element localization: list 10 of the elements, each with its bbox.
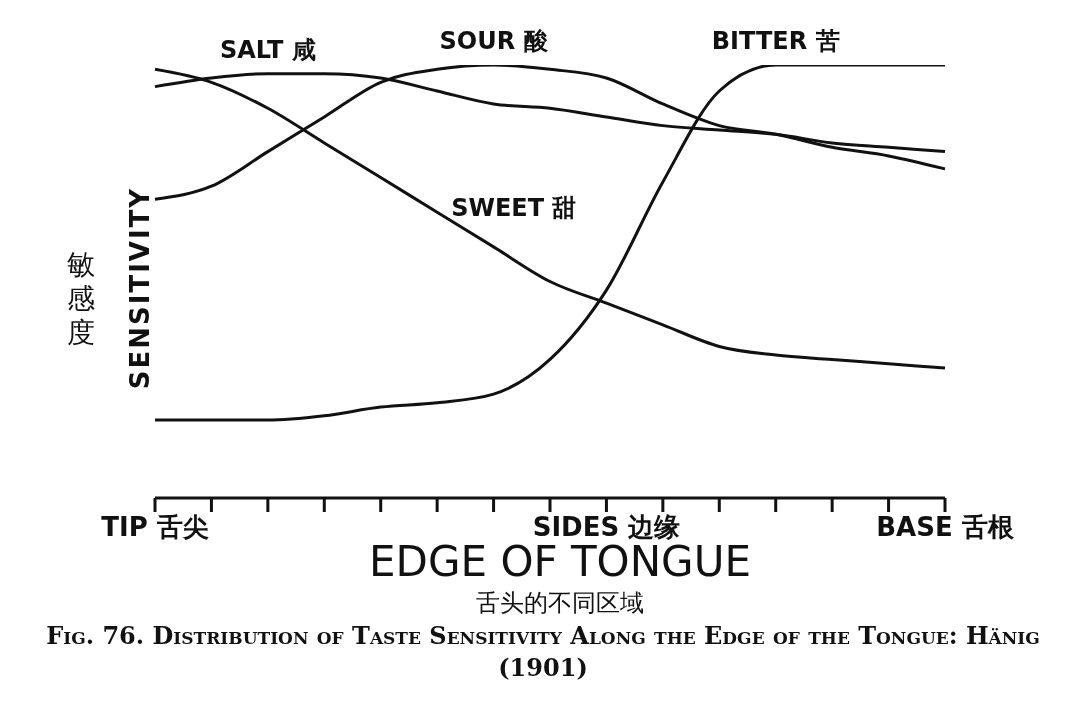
x-tick-label: BASE 舌根	[876, 512, 1015, 542]
series-label: SWEET 甜	[451, 194, 577, 223]
y-axis-title: SENSITIVITY	[124, 185, 156, 392]
text: Fig. 76. Distribution of Taste Sensitivity Along the Edge of the Tongue: Hänig (1901)	[45, 620, 1041, 684]
series-label: SALT 咸	[219, 35, 316, 64]
text: 舌头的不同区域	[475, 588, 645, 618]
series-label: BITTER 苦	[711, 27, 840, 55]
series-label: SOUR 酸	[439, 27, 549, 55]
x-tick-label: TIP 舌尖	[101, 512, 209, 542]
text: 敏感度	[66, 248, 96, 350]
